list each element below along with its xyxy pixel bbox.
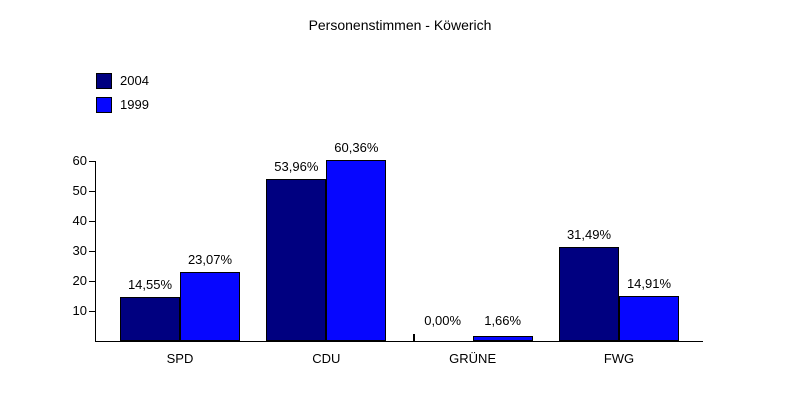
bar-2004-SPD: [120, 297, 180, 341]
value-label-1999-SPD: 23,07%: [187, 252, 233, 267]
y-tick-label: 60: [72, 153, 87, 168]
bar-1999-CDU: [326, 160, 387, 341]
y-axis-tick: [89, 311, 95, 312]
y-axis-tick: [89, 281, 95, 282]
bar-1999-GRÜNE: [472, 336, 533, 341]
y-axis-line: [95, 161, 96, 342]
value-label-2004-GRÜNE: 0,00%: [424, 313, 462, 328]
zero-bar-marker-2004-GRÜNE: [412, 334, 415, 341]
category-label-CDU: CDU: [312, 351, 341, 366]
bar-1999-FWG: [618, 296, 679, 341]
y-tick-label: 10: [72, 303, 87, 318]
value-label-2004-CDU: 53,96%: [274, 159, 319, 174]
legend-label: 1999: [120, 97, 149, 112]
y-axis-tick: [89, 221, 95, 222]
category-label-SPD: SPD: [166, 351, 194, 366]
bar-1999-SPD: [180, 272, 240, 341]
x-axis-line: [95, 341, 703, 342]
y-tick-label: 30: [72, 243, 87, 258]
value-label-2004-FWG: 31,49%: [566, 227, 612, 242]
y-tick-label: 40: [72, 213, 87, 228]
value-label-1999-CDU: 60,36%: [334, 140, 379, 155]
value-label-1999-FWG: 14,91%: [626, 276, 672, 291]
category-label-GRÜNE: GRÜNE: [449, 351, 497, 366]
y-tick-label: 50: [72, 183, 87, 198]
y-axis-tick: [89, 191, 95, 192]
y-axis-tick: [89, 161, 95, 162]
legend-swatch: [96, 97, 112, 113]
bar-2004-FWG: [558, 247, 619, 341]
value-label-2004-SPD: 14,55%: [127, 277, 173, 292]
value-label-1999-GRÜNE: 1,66%: [484, 313, 522, 328]
bar-2004-CDU: [266, 179, 327, 341]
category-label-FWG: FWG: [603, 351, 635, 366]
legend-label: 2004: [120, 73, 149, 88]
y-axis-tick: [89, 251, 95, 252]
y-tick-label: 20: [72, 273, 87, 288]
chart-title: Personenstimmen - Köwerich: [308, 17, 492, 33]
legend-swatch: [96, 73, 112, 89]
